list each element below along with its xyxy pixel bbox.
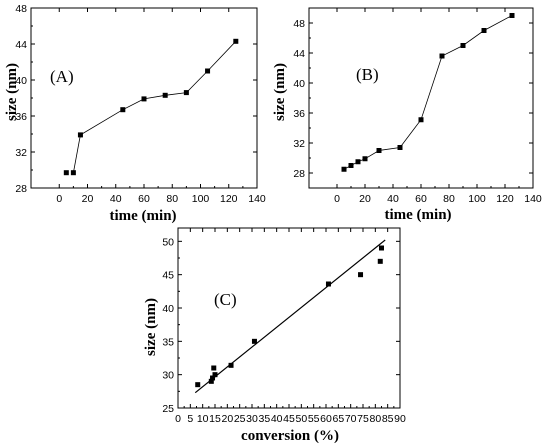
panel-b-x-tick-label: 100 (468, 193, 486, 205)
panel-c-data-point (210, 375, 216, 381)
panel-a-x-tick-label: 60 (138, 193, 150, 205)
panel-c-x-tick-label: 15 (209, 413, 221, 425)
panel-c-x-tick-label: 60 (320, 413, 332, 425)
panel-c-x-axis-title: conversion (%) (241, 428, 339, 444)
panel-a-x-axis-title: time (min) (109, 208, 176, 224)
panel-c-y-tick-label: 50 (162, 236, 174, 248)
panel-a-data-point (120, 107, 126, 113)
panel-b-y-tick-label: 44 (293, 48, 305, 60)
panel-c-x-tick-label: 45 (283, 413, 295, 425)
panel-b-x-tick-label: 0 (334, 193, 340, 205)
panel-c-x-tick-label: 80 (369, 413, 381, 425)
panel-a-x-tick-label: 40 (110, 193, 122, 205)
panel-a-x-tick-label: 20 (82, 193, 94, 205)
panel-b-y-tick-label: 32 (293, 138, 305, 150)
panel-a-y-tick-label: 44 (15, 39, 27, 51)
panel-c-y-tick-label: 45 (162, 270, 174, 282)
panel-c-fit-line (194, 239, 386, 394)
panel-b-x-tick-label: 120 (496, 193, 514, 205)
panel-c-x-tick-label: 75 (357, 413, 369, 425)
panel-c-x-tick-label: 10 (197, 413, 209, 425)
panel-b-x-axis-title: time (min) (384, 207, 451, 223)
panel-a-data-point (70, 170, 76, 176)
panel-c-x-tick-label: 55 (308, 413, 320, 425)
panel-b-data-point (509, 13, 515, 18)
panel-b-data-point (341, 166, 347, 172)
panel-a-label: (A) (50, 67, 74, 86)
panel-c-x-tick-label: 85 (382, 413, 394, 425)
panel-c-data-point (228, 362, 234, 368)
panel-c-x-tick-label: 65 (332, 413, 344, 425)
panel-b-y-axis-title: size (nm) (272, 63, 288, 121)
panel-b-data-point (418, 117, 424, 123)
panel-a-y-axis-title: size (nm) (4, 63, 20, 121)
panel-c-y-tick-label: 35 (162, 336, 174, 348)
panel-c-data-point (195, 382, 201, 388)
panel-c-y-tick-label: 30 (162, 370, 174, 382)
panel-c-x-tick-label: 25 (234, 413, 246, 425)
panel-a-data-point (141, 96, 147, 102)
panel-c-data-point (379, 245, 384, 251)
panel-a-y-tick-label: 40 (15, 75, 27, 87)
panel-c-data-point (208, 378, 214, 384)
panel-c-x-tick-label: 90 (394, 413, 406, 425)
panel-c-x-tick-label: 40 (271, 413, 283, 425)
panel-a-y-tick-label: 36 (15, 111, 27, 123)
panel-a-x-tick-label: 80 (166, 193, 178, 205)
panel-c-y-axis-title: size (nm) (143, 298, 159, 356)
panel-a-data-point (205, 68, 211, 74)
panel-b-data-point (460, 43, 466, 48)
panel-a-x-tick-label: 0 (56, 193, 62, 205)
panel-b-y-tick-label: 40 (293, 78, 305, 90)
panel-c-y-tick-label: 40 (162, 303, 174, 315)
panel-a-data-point (63, 170, 69, 176)
panel-c-x-tick-label: 30 (246, 413, 258, 425)
panel-b-data-point (439, 53, 445, 59)
panel-c-data-point (211, 365, 217, 371)
panel-b-data-point (481, 28, 487, 33)
panel-c-x-tick-label: 35 (258, 413, 270, 425)
panel-b-x-tick-label: 20 (359, 193, 371, 205)
panel-b-y-tick-label: 28 (293, 168, 305, 180)
panel-a-data-point (162, 92, 168, 98)
panel-b-data-point (376, 148, 382, 153)
panel-c-data-point (325, 281, 331, 287)
panel-b-x-tick-label: 60 (415, 193, 427, 205)
panel-b-data-point (355, 159, 361, 165)
panel-c-data-point (358, 272, 364, 278)
panel-a-y-tick-label: 28 (15, 183, 27, 195)
panel-b-data-point (397, 145, 403, 150)
panel-c-x-tick-label: 50 (295, 413, 307, 425)
panel-c-data-point (212, 372, 218, 378)
panel-c-data-point (377, 258, 383, 264)
panel-b-plot-frame (308, 7, 534, 189)
panel-c-y-tick-label: 25 (162, 403, 174, 415)
panel-c-x-tick-label: 5 (187, 413, 193, 425)
panel-b-x-tick-label: 140 (524, 193, 542, 205)
panel-a-x-tick-label: 140 (248, 193, 266, 205)
panel-b-x-tick-label: 40 (387, 193, 399, 205)
panel-c-data-point (251, 338, 257, 344)
panel-c-label: (C) (214, 290, 237, 309)
panel-b-x-tick-label: 80 (443, 193, 455, 205)
panel-a-data-point (77, 132, 83, 138)
panel-a-data-point (183, 90, 189, 96)
panel-a-y-tick-label: 32 (15, 147, 27, 159)
panel-b-series-line (343, 15, 513, 170)
panel-a-y-tick-label: 48 (15, 3, 27, 15)
panel-a-x-tick-label: 120 (220, 193, 238, 205)
panel-b-data-point (362, 156, 368, 162)
panel-a-series-line (73, 41, 237, 173)
panel-c-x-tick-label: 0 (175, 413, 181, 425)
panel-a-data-point (233, 38, 239, 44)
panel-c-x-tick-label: 70 (345, 413, 357, 425)
panel-b-data-point (348, 163, 354, 168)
panel-a-x-tick-label: 100 (192, 193, 210, 205)
panel-b-y-tick-label: 48 (293, 18, 305, 30)
panel-b-y-tick-label: 36 (293, 108, 305, 120)
panel-c-x-tick-label: 20 (221, 413, 233, 425)
panel-b-label: (B) (356, 65, 379, 84)
